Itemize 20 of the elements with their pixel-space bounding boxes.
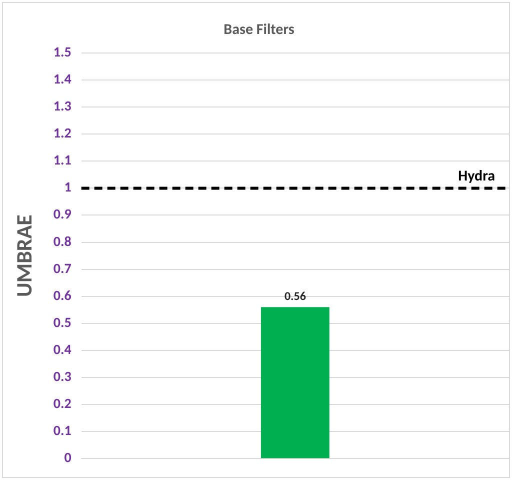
y-tick-label: 1.2 <box>53 124 72 142</box>
y-tick-label: 1 <box>64 178 72 196</box>
y-tick-label: 0.1 <box>53 422 72 440</box>
y-tick-label: 0.4 <box>53 340 72 358</box>
chart-title: Base Filters <box>224 20 294 39</box>
y-tick-label: 0.7 <box>53 260 72 277</box>
y-tick-label: 0 <box>64 449 72 466</box>
y-tick-label: 0.3 <box>53 368 72 385</box>
y-tick-label: 1.1 <box>53 152 72 169</box>
y-tick-label: 1.5 <box>53 44 72 60</box>
y-tick-label: 0.9 <box>53 206 72 223</box>
y-tick-label: 0.8 <box>53 232 72 250</box>
y-tick-label: 0.6 <box>53 286 72 304</box>
y-tick-label: 0.5 <box>53 314 72 331</box>
y-tick-label: 1.4 <box>53 70 72 88</box>
ref-line-label: Hydra <box>458 167 495 186</box>
y-tick-label: 1.3 <box>53 98 72 115</box>
data-label: 0.56 <box>284 290 306 304</box>
y-axis-title: UMBRAE <box>10 214 38 297</box>
y-tick-label: 0.2 <box>53 395 72 412</box>
